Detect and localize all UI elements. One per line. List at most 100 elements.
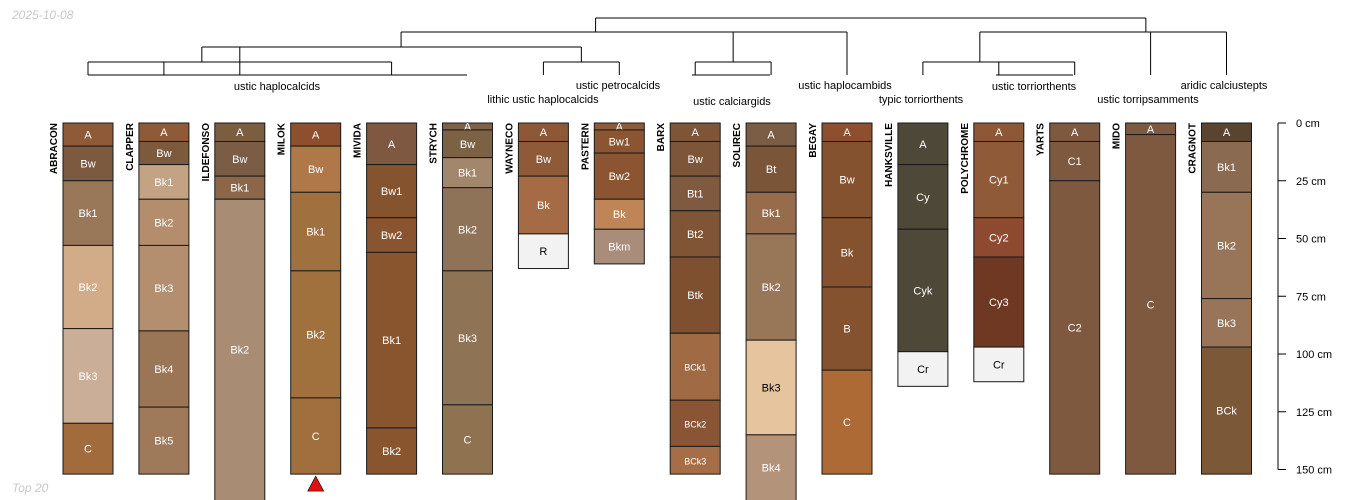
horizon-label: C xyxy=(312,431,320,443)
horizon-solirec-bk3 xyxy=(745,339,797,436)
horizon-label: C1 xyxy=(1068,156,1082,168)
horizon-begay-b xyxy=(821,286,873,371)
horizon-milok-c xyxy=(290,397,342,475)
depth-tick-label: 150 cm xyxy=(1296,465,1332,477)
horizon-strych-bw xyxy=(442,129,493,159)
horizon-label: A xyxy=(692,127,700,139)
horizon-label: Bw1 xyxy=(381,186,402,198)
horizon-label: Cy2 xyxy=(989,232,1009,244)
horizon-label: A xyxy=(464,121,472,133)
horizon-label: A xyxy=(84,130,92,142)
horizon-label: BCk3 xyxy=(684,456,706,466)
horizon-strych-bk3 xyxy=(442,270,493,406)
horizon-clapper-bk4 xyxy=(138,330,190,408)
horizon-solirec-bk1 xyxy=(745,191,797,235)
horizon-label: A xyxy=(312,130,320,142)
horizon-abracon-bk3 xyxy=(62,328,114,424)
horizon-label: Bw xyxy=(80,158,95,170)
horizon-clapper-bk5 xyxy=(138,406,190,475)
horizon-label: Bt2 xyxy=(687,229,704,241)
taxon-annotation: ustic calciargids xyxy=(693,96,771,108)
horizon-label: Bk2 xyxy=(79,282,98,294)
horizon-label: A xyxy=(1223,127,1231,139)
horizon-label: Bk3 xyxy=(154,283,173,295)
depth-tick-label: 25 cm xyxy=(1296,176,1326,188)
horizon-pastern-bkm xyxy=(593,228,645,265)
horizon-hanksville-cyk xyxy=(897,228,949,353)
horizon-label: Bk3 xyxy=(458,333,477,345)
profile-name-begay: BEGAY xyxy=(808,123,819,158)
horizon-hanksville-cr xyxy=(897,351,949,387)
horizon-solirec-bt xyxy=(745,145,797,193)
profile-name-clapper: CLAPPER xyxy=(125,122,136,171)
horizon-label: B xyxy=(843,324,850,336)
horizon-clapper-bk1 xyxy=(138,164,190,200)
horizon-label: Bk3 xyxy=(762,382,781,394)
profile-name-abracon: ABRACON xyxy=(49,123,60,174)
horizon-label: Bw xyxy=(839,175,854,187)
horizon-label: Cyk xyxy=(913,285,932,297)
taxon-annotation: ustic torriorthents xyxy=(992,81,1077,93)
profile-name-ildefonso: ILDEFONSO xyxy=(201,123,212,182)
horizon-label: Bk2 xyxy=(230,345,249,357)
horizon-label: C2 xyxy=(1068,322,1082,334)
taxon-annotation: ustic haplocalcids xyxy=(234,81,321,93)
depth-tick-label: 125 cm xyxy=(1296,407,1332,419)
horizon-polychrome-cy2 xyxy=(973,217,1025,258)
horizon-label: Bk2 xyxy=(762,282,781,294)
profile-name-polychrome: POLYCHROME xyxy=(960,123,971,194)
horizon-label: BCk xyxy=(1216,406,1237,418)
horizon-label: BCk1 xyxy=(684,363,706,373)
horizon-label: Btk xyxy=(687,290,703,302)
horizon-mido-c xyxy=(1125,134,1177,475)
horizon-label: A xyxy=(1147,124,1155,136)
horizon-begay-c xyxy=(821,369,873,475)
horizon-label: A xyxy=(995,127,1003,139)
horizon-yarts-c1 xyxy=(1049,140,1101,182)
horizon-cragnot-bck xyxy=(1201,346,1252,475)
horizon-label: A xyxy=(616,121,624,133)
horizon-label: Bk3 xyxy=(79,371,98,383)
horizon-strych-bk2 xyxy=(442,187,493,272)
horizon-label: Bw2 xyxy=(381,230,402,242)
horizon-hanksville-a xyxy=(897,122,949,166)
horizon-label: Bw xyxy=(460,139,475,151)
date-label: 2025-10-08 xyxy=(12,8,74,22)
horizon-label: Bk1 xyxy=(154,177,173,189)
horizon-barx-bck3 xyxy=(669,445,721,475)
horizon-barx-bck2 xyxy=(669,399,721,447)
horizon-label: A xyxy=(236,127,244,139)
profile-name-milok: MILOK xyxy=(277,122,288,155)
taxon-annotation: ustic haplocambids xyxy=(798,80,892,92)
horizon-label: R xyxy=(539,246,547,258)
horizon-label: C xyxy=(464,434,472,446)
horizon-label: Bw xyxy=(308,164,323,176)
horizon-label: Bk1 xyxy=(230,183,249,195)
depth-tick-label: 0 cm xyxy=(1296,118,1320,130)
horizon-label: Bw xyxy=(156,148,171,160)
horizon-label: Cy xyxy=(916,192,930,204)
taxon-annotation: ustic petrocalcids xyxy=(576,80,661,92)
horizon-label: BCk2 xyxy=(684,419,706,429)
horizon-label: Bk1 xyxy=(382,335,401,347)
horizon-ildefonso-bk2 xyxy=(214,198,266,500)
horizon-label: Cr xyxy=(917,364,929,376)
horizon-begay-bw xyxy=(821,140,873,219)
horizon-mivida-a xyxy=(366,122,418,166)
profile-name-wayneco: WAYNECO xyxy=(504,123,515,174)
profile-name-mivida: MIVIDA xyxy=(353,123,364,158)
horizon-wayneco-r xyxy=(517,233,569,270)
horizon-label: Bk2 xyxy=(306,329,325,341)
horizon-mivida-bk2 xyxy=(366,427,418,475)
horizon-wayneco-bw xyxy=(517,140,569,177)
horizon-begay-bk xyxy=(821,217,873,288)
horizon-label: Cr xyxy=(993,359,1005,371)
horizon-mivida-bk1 xyxy=(366,251,418,429)
horizon-label: C xyxy=(843,417,851,429)
horizon-label: Bw2 xyxy=(609,171,630,183)
taxon-annotation: lithic ustic haplocalcids xyxy=(487,94,599,106)
horizon-solirec-bk2 xyxy=(745,233,797,341)
horizon-label: Cy1 xyxy=(989,175,1009,187)
horizon-label: A xyxy=(843,127,851,139)
